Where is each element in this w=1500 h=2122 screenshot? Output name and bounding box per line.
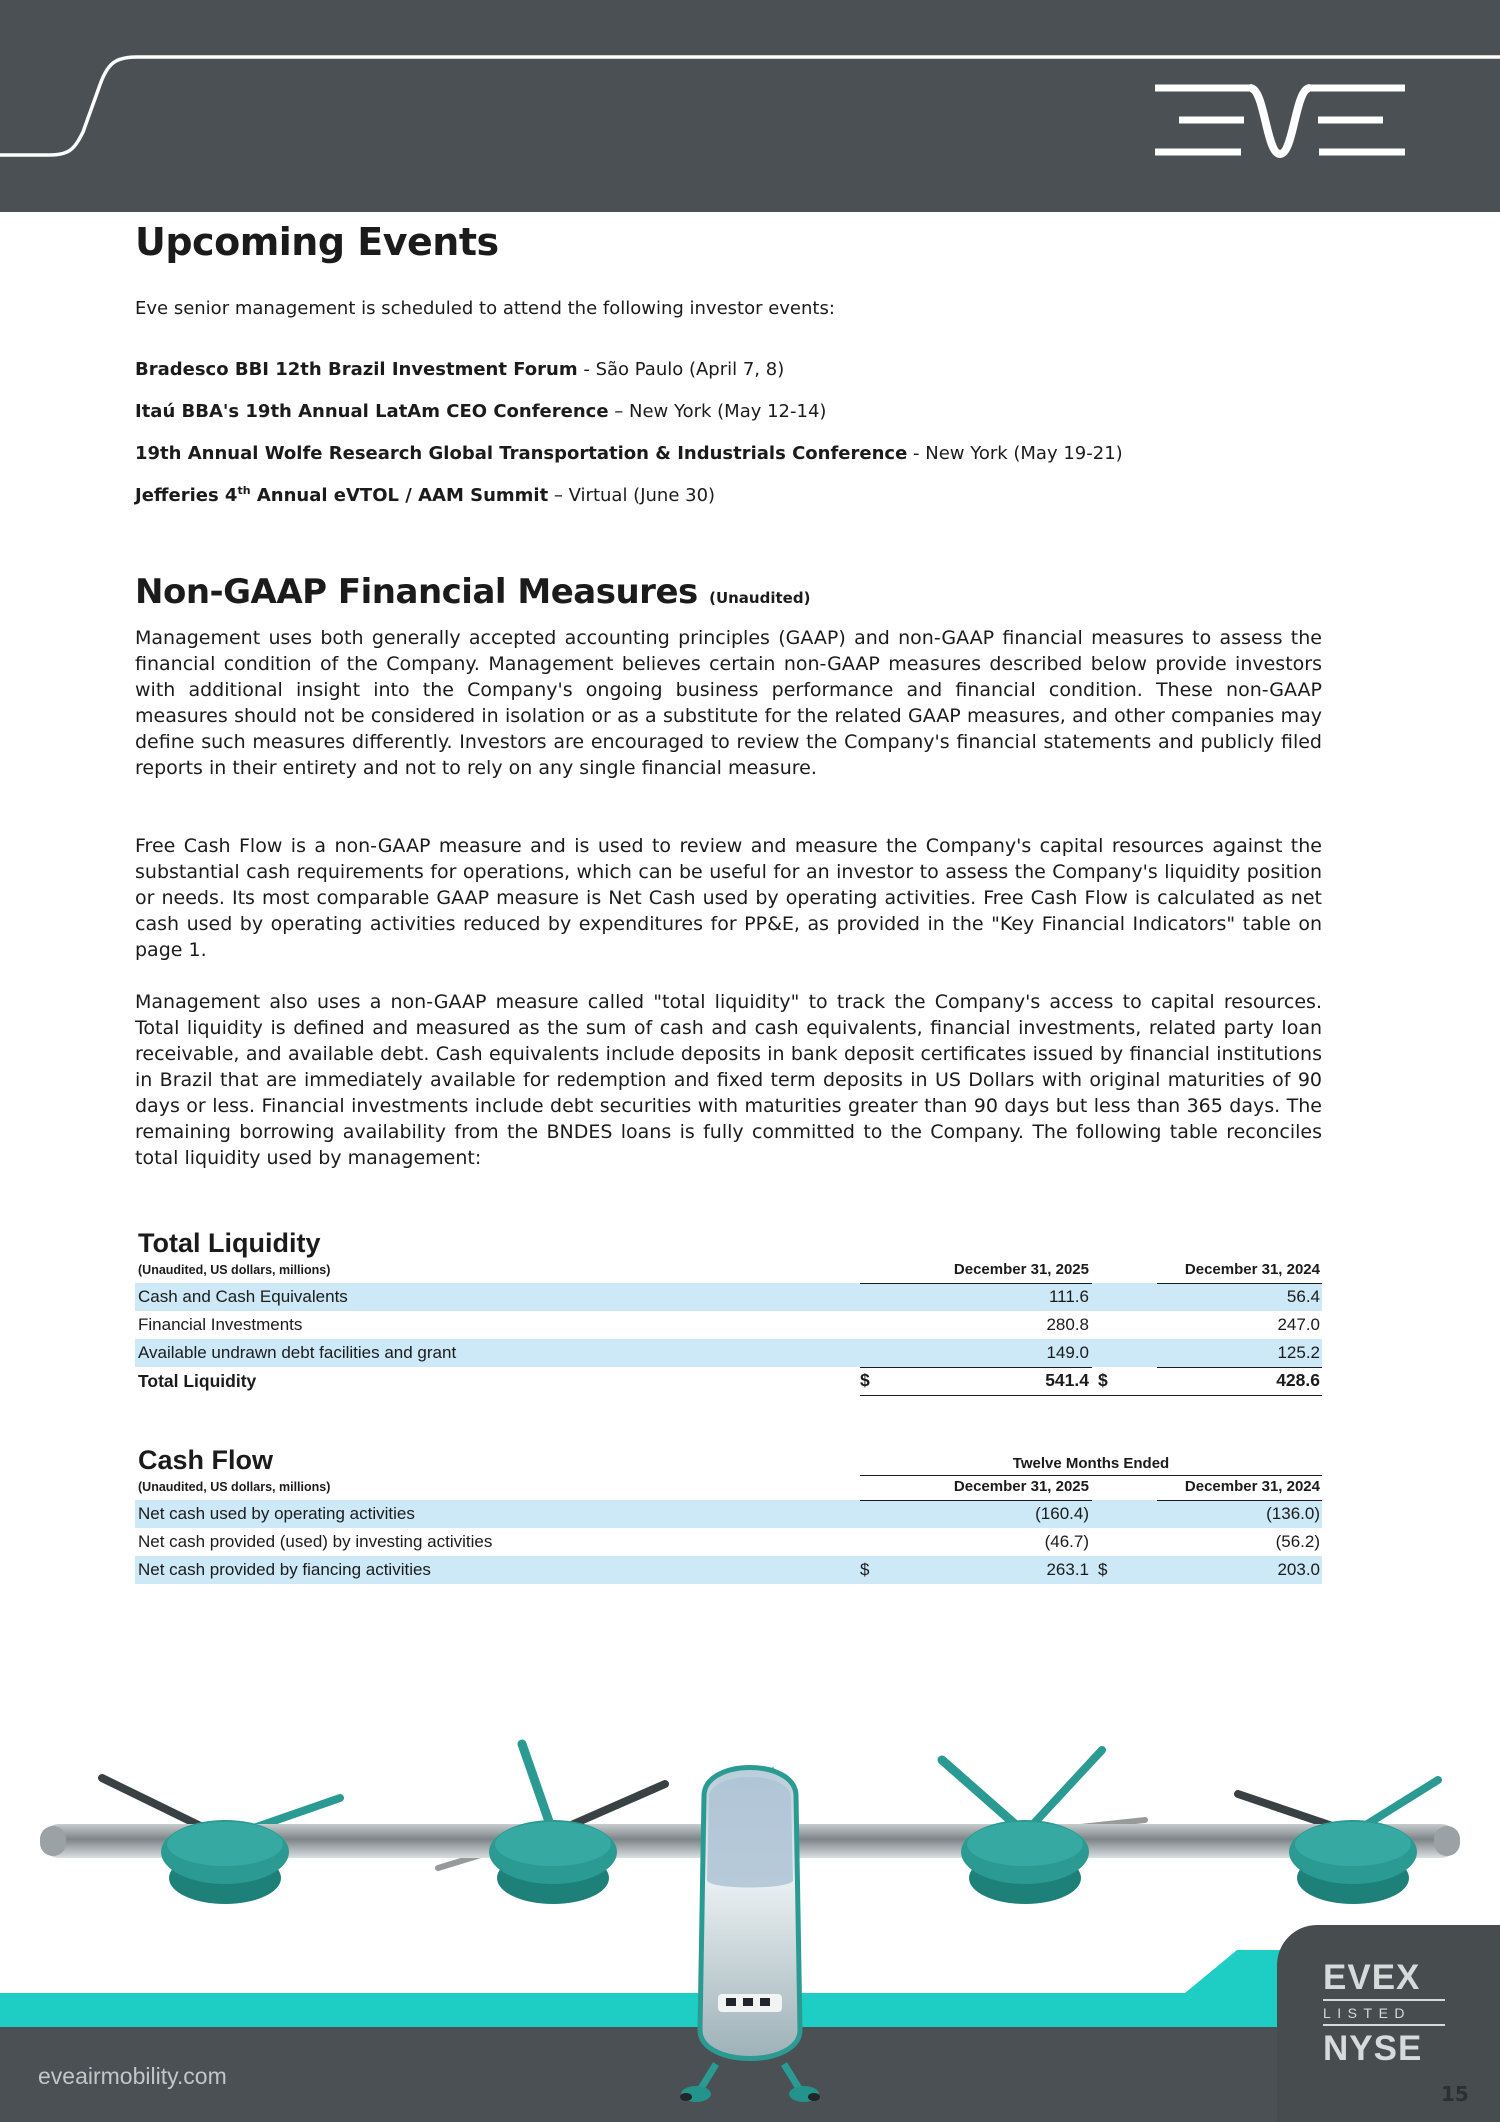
row-label: Available undrawn debt facilities and gr… bbox=[138, 1343, 457, 1362]
ticker-symbol: EVEX bbox=[1323, 1958, 1421, 1997]
row-label: Net cash used by operating activities bbox=[138, 1504, 415, 1523]
header-swoosh-line bbox=[0, 55, 1500, 157]
currency-symbol: $ bbox=[1098, 1560, 1108, 1579]
evtol-aircraft-image bbox=[40, 1739, 1460, 2102]
row-label: Cash and Cash Equivalents bbox=[138, 1287, 348, 1306]
table-row: Available undrawn debt facilities and gr… bbox=[135, 1339, 1322, 1368]
badge-divider bbox=[1323, 1999, 1445, 2001]
non-gaap-paragraph-3: Management also uses a non-GAAP measure … bbox=[135, 991, 1322, 1169]
row-value-2024: (56.2) bbox=[1275, 1532, 1320, 1551]
table-row: Net cash provided (used) by investing ac… bbox=[135, 1528, 1322, 1556]
row-value-2025: (46.7) bbox=[1044, 1532, 1089, 1551]
row-value-2025: 263.1 bbox=[1046, 1560, 1089, 1579]
website-link[interactable]: eveairmobility.com bbox=[38, 2063, 227, 2089]
listed-label: LISTED bbox=[1323, 2005, 1412, 2021]
event-item: 19th Annual Wolfe Research Global Transp… bbox=[135, 443, 1123, 464]
row-value-2024: 56.4 bbox=[1286, 1287, 1320, 1306]
column-header-2024: December 31, 2024 bbox=[1157, 1474, 1322, 1501]
row-label: Net cash provided by fiancing activities bbox=[138, 1560, 431, 1579]
column-header-2024: December 31, 2024 bbox=[1157, 1257, 1322, 1284]
badge-divider bbox=[1323, 2024, 1445, 2026]
row-label: Financial Investments bbox=[138, 1315, 303, 1334]
row-value-2025: (160.4) bbox=[1035, 1504, 1089, 1523]
cash-flow-table: Twelve Months Ended (Unaudited, US dolla… bbox=[135, 1448, 1322, 1584]
table-row: Cash and Cash Equivalents 111.6 56.4 bbox=[135, 1283, 1322, 1311]
total-liquidity-table: (Unaudited, US dollars, millions) Decemb… bbox=[135, 1257, 1322, 1396]
table-total-row: Total Liquidity $541.4 $ 428.6 bbox=[135, 1367, 1322, 1396]
span-header: Twelve Months Ended bbox=[860, 1446, 1322, 1476]
non-gaap-paragraph-1: Management uses both generally accepted … bbox=[135, 627, 1322, 779]
currency-symbol: $ bbox=[860, 1370, 870, 1390]
row-value-2024: 125.2 bbox=[1157, 1339, 1322, 1368]
row-value-2025: 111.6 bbox=[1048, 1287, 1089, 1306]
column-header-2025: December 31, 2025 bbox=[860, 1257, 1092, 1284]
table-header-row: (Unaudited, US dollars, millions) Decemb… bbox=[135, 1474, 1322, 1501]
non-gaap-title-text: Non-GAAP Financial Measures bbox=[135, 572, 698, 612]
table-subtitle: (Unaudited, US dollars, millions) bbox=[138, 1263, 331, 1277]
table-header-row: (Unaudited, US dollars, millions) Decemb… bbox=[135, 1257, 1322, 1284]
row-label: Net cash provided (used) by investing ac… bbox=[138, 1532, 493, 1551]
total-liquidity-title: Total Liquidity bbox=[138, 1228, 321, 1258]
page-number: 15 bbox=[1441, 2082, 1469, 2106]
exchange-name: NYSE bbox=[1323, 2029, 1423, 2068]
eve-logo-icon bbox=[1155, 84, 1405, 159]
currency-symbol: $ bbox=[860, 1560, 870, 1579]
total-label: Total Liquidity bbox=[138, 1370, 257, 1391]
upcoming-events-intro: Eve senior management is scheduled to at… bbox=[135, 298, 835, 319]
table-row: Financial Investments 280.8 247.0 bbox=[135, 1311, 1322, 1339]
cash-flow-title: Cash Flow bbox=[138, 1445, 274, 1475]
currency-symbol: $ bbox=[1098, 1370, 1108, 1390]
header-band bbox=[0, 0, 1500, 212]
nyse-badge-panel bbox=[1277, 1925, 1500, 2122]
total-value-2024: 428.6 bbox=[1157, 1367, 1322, 1396]
row-value-2025: 149.0 bbox=[860, 1339, 1092, 1368]
table-subtitle: (Unaudited, US dollars, millions) bbox=[138, 1480, 331, 1494]
table-row: Net cash provided by fiancing activities… bbox=[135, 1556, 1322, 1584]
non-gaap-paragraph-2: Free Cash Flow is a non-GAAP measure and… bbox=[135, 835, 1322, 961]
row-value-2024: (136.0) bbox=[1266, 1504, 1320, 1523]
total-value-2025: 541.4 bbox=[1045, 1370, 1089, 1390]
table-span-header-row: Twelve Months Ended bbox=[135, 1446, 1322, 1476]
event-item: Itaú BBA's 19th Annual LatAm CEO Confere… bbox=[135, 401, 827, 422]
event-item: Jefferies 4th Annual eVTOL / AAM Summit … bbox=[135, 484, 716, 506]
event-item: Bradesco BBI 12th Brazil Investment Foru… bbox=[135, 359, 785, 380]
nyse-listing-badge: EVEX LISTED NYSE bbox=[1323, 1960, 1445, 2068]
row-value-2025: 280.8 bbox=[1046, 1315, 1089, 1334]
table-row: Net cash used by operating activities (1… bbox=[135, 1500, 1322, 1528]
column-header-2025: December 31, 2025 bbox=[860, 1474, 1092, 1501]
row-value-2024: 203.0 bbox=[1277, 1560, 1320, 1579]
upcoming-events-title: Upcoming Events bbox=[135, 220, 499, 264]
non-gaap-title-suffix: (Unaudited) bbox=[709, 589, 811, 607]
row-value-2024: 247.0 bbox=[1277, 1315, 1320, 1334]
non-gaap-title: Non-GAAP Financial Measures (Unaudited) bbox=[135, 572, 810, 612]
